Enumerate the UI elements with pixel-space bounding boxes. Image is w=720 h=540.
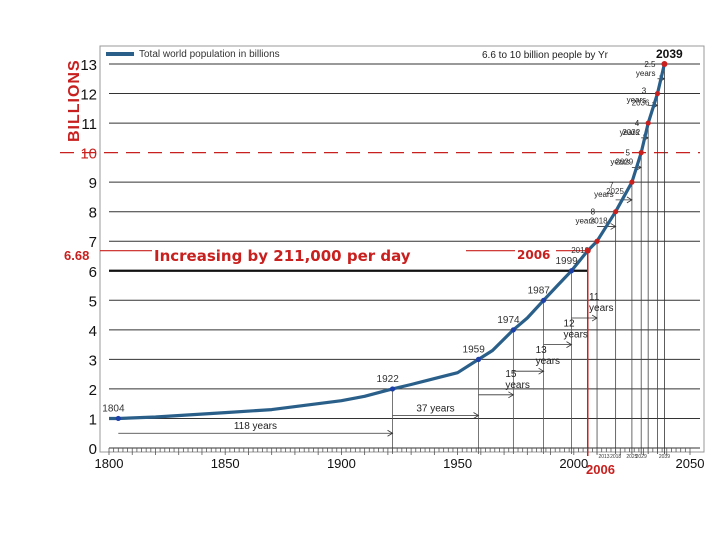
- rate-year-label: 2006: [517, 248, 550, 262]
- gap-label: 15 years: [505, 369, 529, 391]
- gap-label: 37 years: [416, 404, 454, 415]
- milestone-label: 1999: [555, 256, 578, 267]
- gap-label: 7 years: [594, 181, 614, 199]
- y-tick-label: 11: [81, 116, 97, 133]
- gap-label: 3 years: [627, 86, 647, 104]
- series-line: [109, 63, 666, 421]
- bottom-year-label: 2018: [610, 454, 621, 460]
- top-right-note: 6.6 to 10 billion people by Yr: [482, 50, 609, 61]
- bottom-year-label: 2025: [626, 454, 637, 460]
- gap-arrowhead: [626, 196, 633, 204]
- point-2006: [584, 247, 591, 254]
- top-right-year: 2039: [656, 47, 683, 61]
- milestone-label: 2025: [606, 187, 624, 196]
- legend-label: Total world population in billions: [139, 49, 280, 60]
- gap-arrowhead: [538, 367, 545, 375]
- milestone-point: [594, 238, 600, 244]
- x-tick-label: 1850: [211, 456, 240, 471]
- milestone-point: [568, 268, 575, 274]
- y-tick-label: 3: [89, 352, 97, 369]
- y-tick-label: 9: [89, 175, 97, 192]
- milestone-point: [638, 150, 644, 156]
- gap-label: 4 years: [620, 119, 640, 137]
- milestone-label: 1987: [528, 285, 551, 296]
- milestone-point: [613, 209, 619, 215]
- gap-label: 12 years: [563, 319, 587, 341]
- gap-arrowhead: [387, 429, 394, 437]
- milestone-point: [540, 297, 547, 303]
- gap-label: 5 years: [610, 148, 630, 166]
- milestone-label: 1959: [463, 344, 486, 355]
- milestone-label: 2036: [632, 99, 650, 108]
- milestone-label: 2018: [590, 217, 608, 226]
- gap-label: 11 years: [589, 292, 613, 314]
- milestone-label: 1804: [102, 403, 125, 414]
- point-2039: [661, 61, 668, 67]
- grid-lines: [60, 63, 700, 456]
- extra-y-tick-label: 6.68: [64, 248, 89, 263]
- milestone-label: 1974: [497, 315, 520, 326]
- extra-x-tick-label: 2006: [586, 462, 615, 477]
- bottom-year-label: 2029: [636, 454, 647, 460]
- milestone-point: [654, 90, 661, 97]
- gap-label: 8 years: [575, 207, 595, 225]
- x-tick-label: 1950: [443, 456, 472, 471]
- milestone-point: [475, 356, 482, 362]
- milestone-point: [389, 386, 396, 392]
- y-tick-label: 5: [89, 293, 97, 310]
- milestone-point: [510, 327, 516, 333]
- plot-frame: [99, 45, 705, 453]
- gap-arrowhead: [591, 314, 598, 322]
- gap-arrowhead: [508, 391, 515, 399]
- rate-label: Increasing by 211,000 per day: [154, 247, 411, 265]
- bottom-year-label: 2039: [659, 454, 670, 460]
- y-tick-label: 6: [89, 264, 97, 281]
- x-tick-label: 2050: [676, 456, 705, 471]
- milestone-point: [115, 415, 121, 422]
- gap-label: 2.5 years: [636, 60, 656, 78]
- x-tick-label: 1800: [95, 456, 124, 471]
- milestone-point: [629, 179, 635, 185]
- bottom-year-label: 2013: [598, 454, 609, 460]
- milestone-label: 1922: [377, 374, 400, 385]
- y-tick-label: 1: [89, 411, 97, 428]
- gap-arrowhead: [610, 223, 617, 230]
- y-tick-label: 0: [89, 441, 97, 458]
- milestone-point: [645, 120, 651, 126]
- y-tick-label: 2: [89, 382, 97, 399]
- gap-label: 118 years: [234, 421, 277, 432]
- y-tick-label: 7: [89, 234, 97, 251]
- x-tick-label: 2000: [559, 456, 588, 471]
- y-axis-label: BILLIONS: [66, 59, 83, 142]
- gap-arrowhead: [566, 341, 573, 348]
- population-line: [109, 63, 666, 421]
- milestone-label: 2010: [571, 246, 589, 255]
- y-tick-label: 10: [80, 146, 97, 163]
- y-tick-label: 13: [80, 57, 97, 74]
- milestone-label: 2029: [615, 158, 633, 167]
- y-tick-label: 4: [89, 323, 97, 340]
- x-tick-label: 1900: [327, 456, 356, 471]
- y-tick-label: 8: [89, 205, 97, 222]
- milestone-label: 2032: [622, 128, 640, 137]
- gap-label: 13 years: [536, 345, 560, 367]
- y-tick-label: 12: [80, 87, 97, 104]
- gap-arrowhead: [473, 412, 480, 419]
